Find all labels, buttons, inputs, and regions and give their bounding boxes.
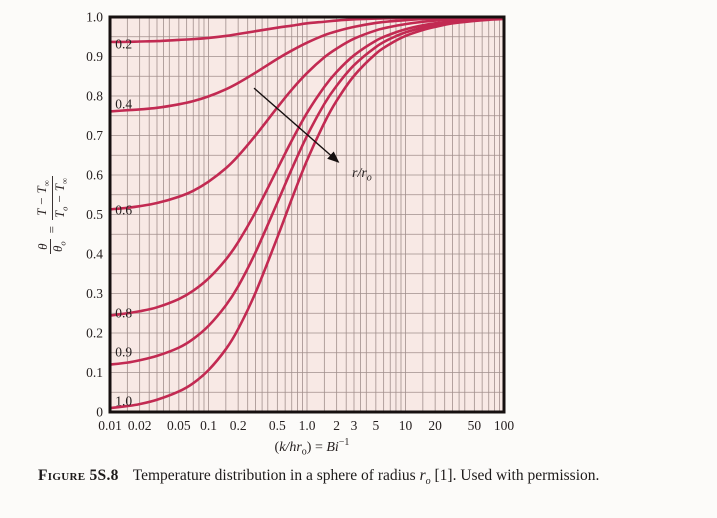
arrow-label: r/ro bbox=[352, 166, 372, 184]
y-tick-0.3: 0.3 bbox=[86, 286, 103, 301]
figure-caption: Figure 5S.8 Temperature distribution in a… bbox=[38, 467, 698, 487]
temperature-ratio-fraction: T − T∞ To − T∞ bbox=[33, 175, 70, 221]
figure-number: Figure 5S.8 bbox=[38, 467, 119, 484]
grid-lines bbox=[110, 17, 504, 412]
curve-label-0.8: 0.8 bbox=[115, 305, 132, 320]
x-tick-0.5: 0.5 bbox=[269, 418, 286, 433]
plot-border bbox=[108, 15, 506, 414]
x-tick-1.0: 1.0 bbox=[299, 418, 316, 433]
curve-label-0.9: 0.9 bbox=[115, 344, 132, 359]
y-tick-0.8: 0.8 bbox=[86, 89, 103, 104]
x-tick-50: 50 bbox=[468, 418, 482, 433]
y-tick-0.2: 0.2 bbox=[86, 326, 103, 341]
x-tick-100: 100 bbox=[494, 418, 515, 433]
x-tick-2: 2 bbox=[333, 418, 340, 433]
equals-sign: = bbox=[44, 226, 59, 234]
curve-r-ratio-0.6 bbox=[110, 17, 504, 211]
plot-border-rect bbox=[108, 15, 506, 414]
y-tick-0.9: 0.9 bbox=[86, 49, 103, 64]
x-tick-20: 20 bbox=[428, 418, 442, 433]
x-tick-3: 3 bbox=[351, 418, 358, 433]
y-tick-0.1: 0.1 bbox=[86, 365, 103, 380]
x-tick-0.05: 0.05 bbox=[167, 418, 191, 433]
x-tick-0.1: 0.1 bbox=[200, 418, 217, 433]
r-ratio-direction-arrow bbox=[253, 87, 340, 163]
x-tick-0.2: 0.2 bbox=[230, 418, 247, 433]
curve-r-ratio-0.8 bbox=[110, 17, 504, 317]
curve-label-0.2: 0.2 bbox=[115, 36, 132, 51]
x-tick-labels: 0.01 0.02 0.05 0.1 0.2 0.5 1.0 2 3 5 10 20 50 100 bbox=[98, 418, 514, 433]
y-tick-1.0: 1.0 bbox=[86, 10, 103, 25]
theta-ratio-fraction: θ θo bbox=[35, 239, 68, 255]
y-tick-0.7: 0.7 bbox=[86, 128, 103, 143]
y-tick-0: 0 bbox=[96, 405, 103, 420]
y-tick-0.4: 0.4 bbox=[86, 247, 103, 262]
curve-label-0.4: 0.4 bbox=[115, 96, 132, 111]
x-axis-label: (k/hro) = Bi−1 bbox=[275, 437, 350, 458]
y-axis-label: θ θo = T − T∞ To − T∞ bbox=[30, 115, 74, 315]
x-tick-10: 10 bbox=[399, 418, 413, 433]
temperature-curves bbox=[110, 17, 504, 410]
x-tick-5: 5 bbox=[372, 418, 379, 433]
curve-label-1.0: 1.0 bbox=[115, 393, 132, 408]
caption-text: Temperature distribution in a sphere of … bbox=[132, 467, 600, 488]
curve-r-ratio-1.0 bbox=[110, 17, 504, 410]
curve-r-ratio-0.4 bbox=[110, 17, 504, 113]
curve-label-0.6: 0.6 bbox=[115, 203, 132, 218]
y-tick-labels: 1.0 0.9 0.8 0.7 0.6 0.5 0.4 0.3 0.2 0.1 0 bbox=[86, 10, 103, 420]
x-tick-0.01: 0.01 bbox=[98, 418, 122, 433]
direction-arrow bbox=[253, 87, 340, 163]
temperature-distribution-chart: 0.01 0.02 0.05 0.1 0.2 0.5 1.0 2 3 5 10 20 50 100 1.0… bbox=[86, 10, 514, 458]
y-tick-0.5: 0.5 bbox=[86, 207, 103, 222]
curve-labels: 0.2 0.4 0.6 0.8 0.9 1.0 bbox=[115, 36, 132, 408]
y-tick-0.6: 0.6 bbox=[86, 168, 103, 183]
curve-r-ratio-0.9 bbox=[110, 17, 504, 366]
x-tick-0.02: 0.02 bbox=[128, 418, 152, 433]
